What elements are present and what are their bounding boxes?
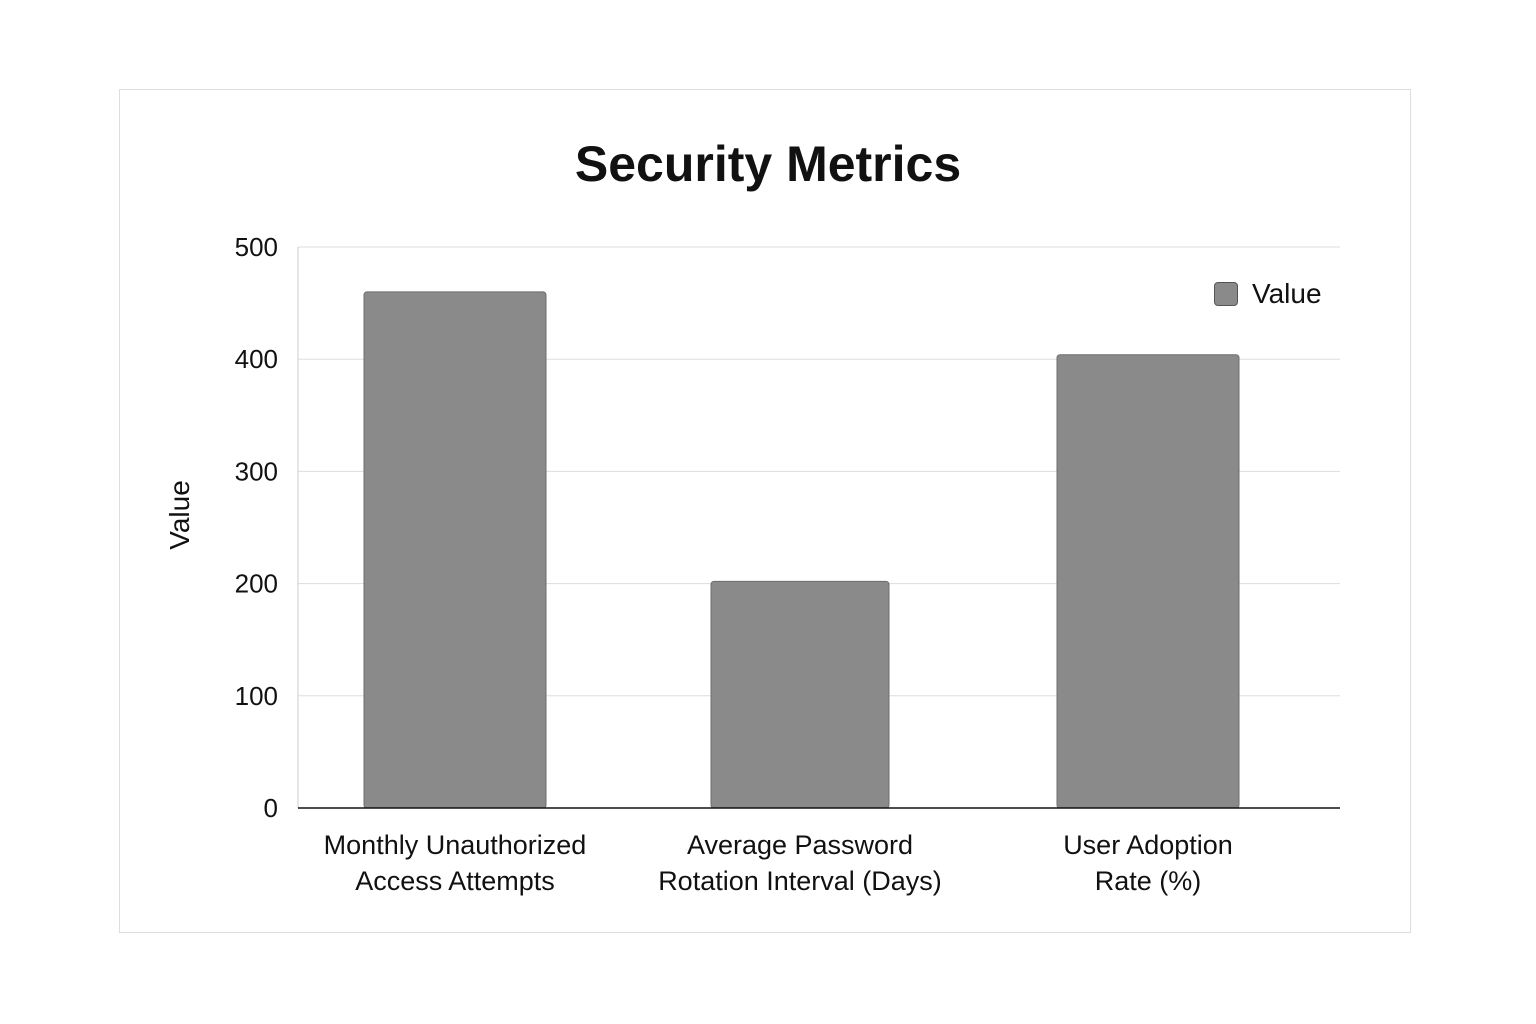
x-tick-label: Monthly Unauthorized Access Attempts (324, 830, 587, 896)
y-tick-label: 0 (264, 793, 278, 823)
x-tick-label-line: Rate (%) (1095, 866, 1202, 896)
y-tick-label: 100 (235, 681, 278, 711)
x-tick-label-line: Rotation Interval (Days) (658, 866, 942, 896)
x-tick-label-line: Monthly Unauthorized (324, 830, 587, 860)
legend-label: Value (1252, 278, 1322, 309)
x-tick-label-line: User Adoption (1063, 830, 1233, 860)
x-tick-label-line: Average Password (687, 830, 913, 860)
bar (710, 580, 890, 809)
legend-swatch (1214, 282, 1238, 306)
bar (1056, 354, 1240, 809)
y-tick-label: 400 (235, 344, 278, 374)
y-tick-label: 200 (235, 569, 278, 599)
x-tick-label: Average Password Rotation Interval (Days) (658, 830, 942, 896)
chart-title: Security Metrics (574, 136, 962, 192)
bar (363, 291, 547, 809)
x-tick-label: User Adoption Rate (%) (1063, 830, 1233, 896)
y-tick-label: 500 (235, 232, 278, 262)
y-tick-label: 300 (235, 456, 278, 486)
legend: Value (1214, 278, 1322, 310)
x-tick-label-line: Access Attempts (355, 866, 555, 896)
